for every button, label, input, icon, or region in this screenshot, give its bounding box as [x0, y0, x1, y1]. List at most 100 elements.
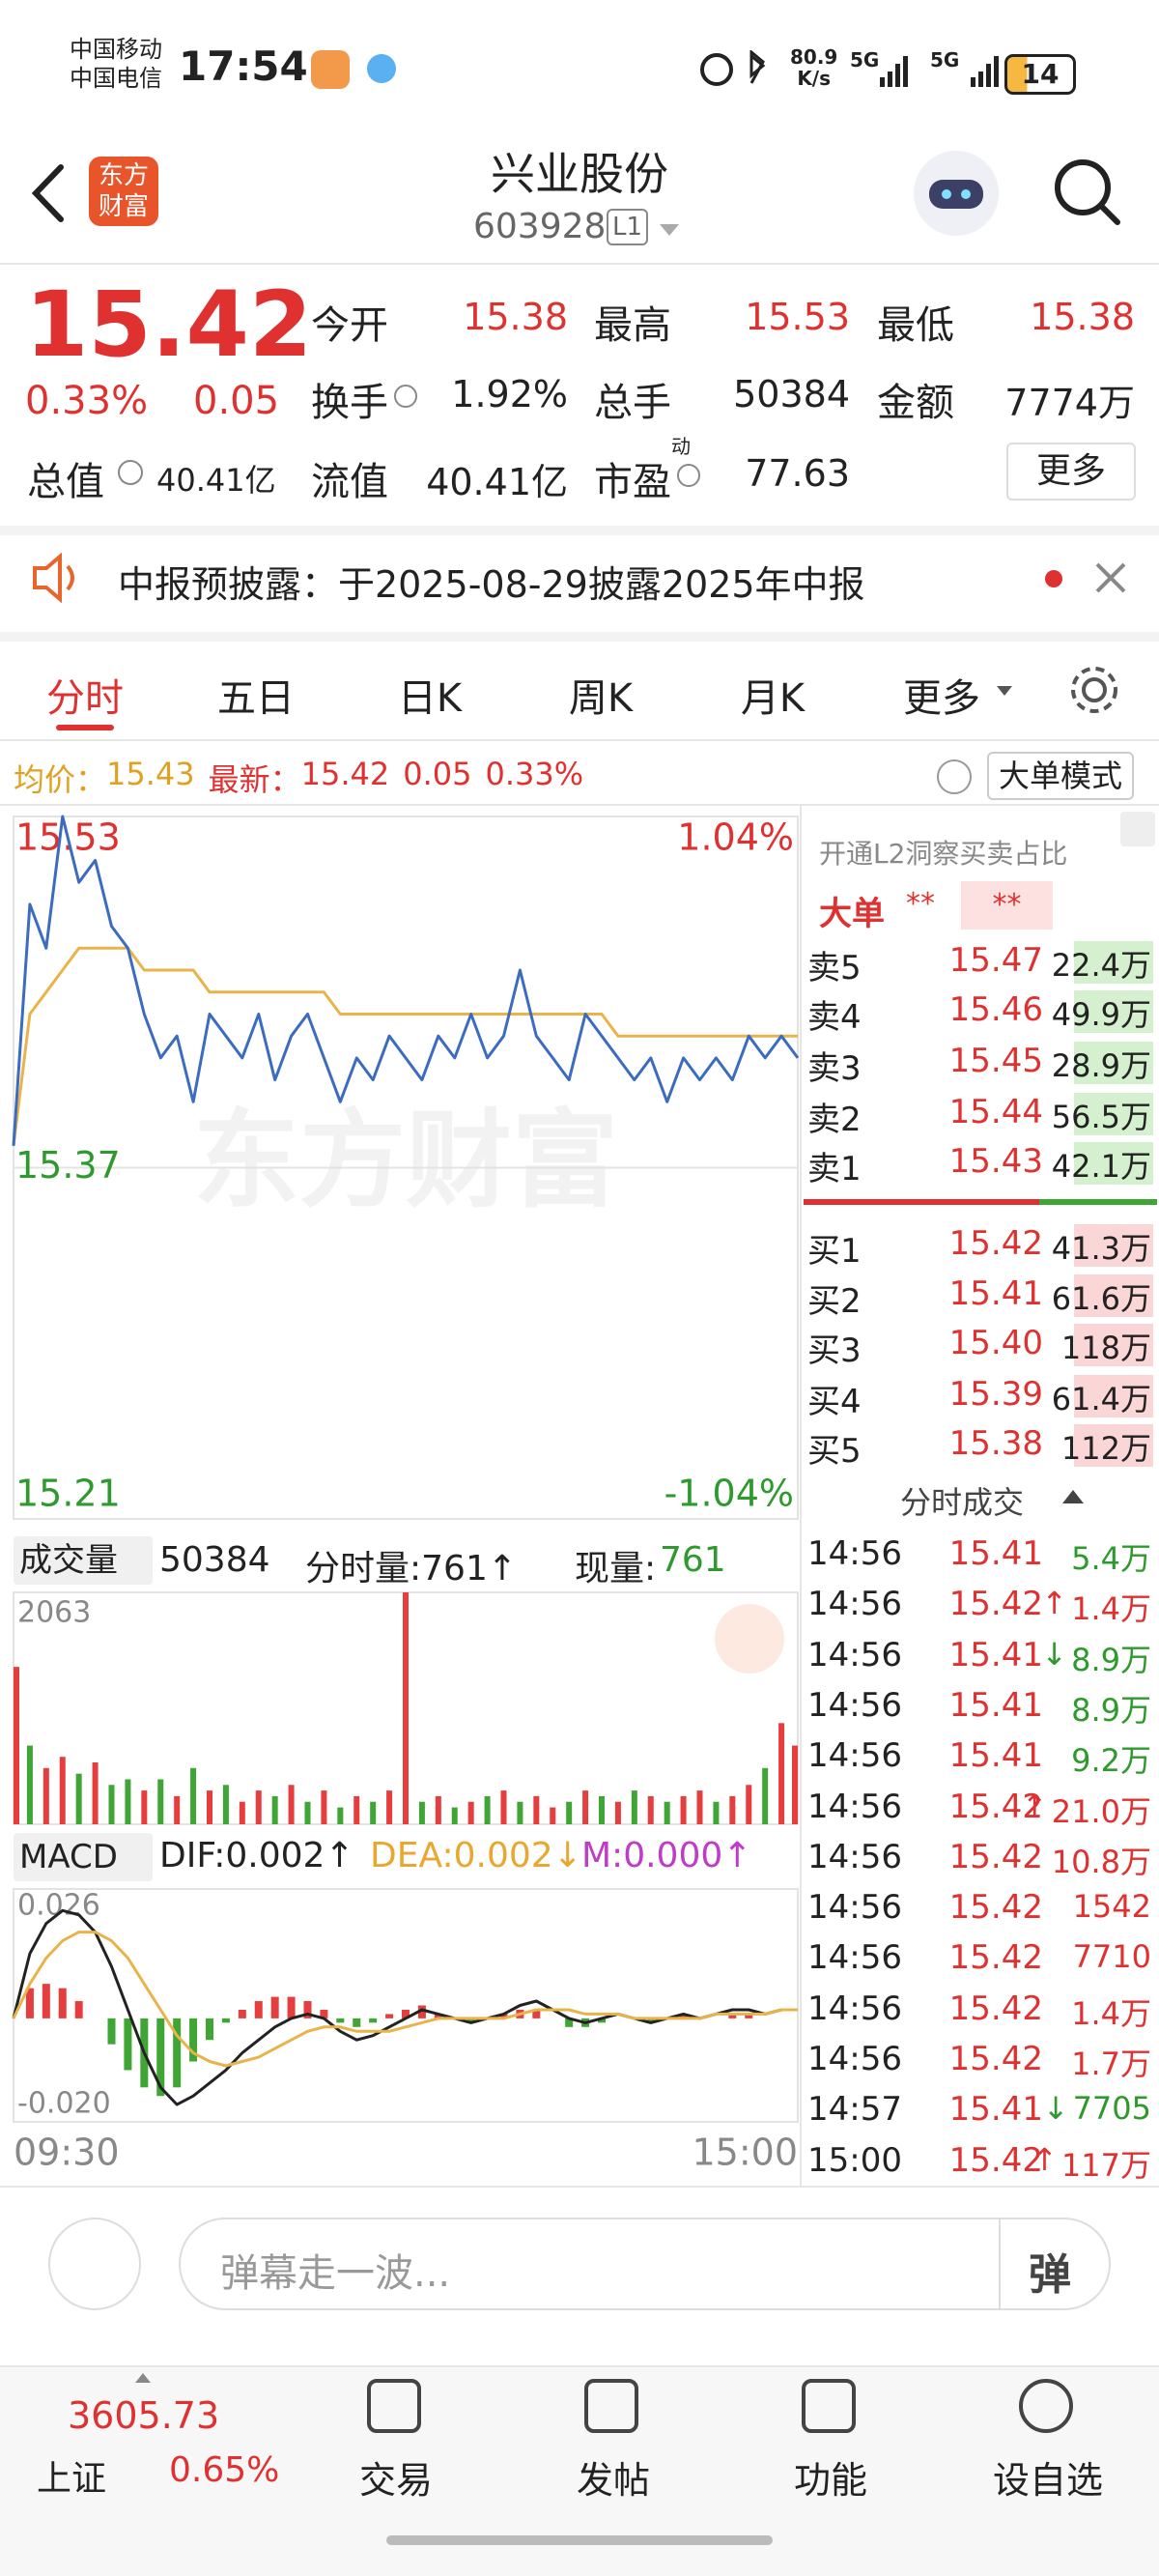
nav-icon[interactable]	[1019, 2379, 1073, 2433]
macd-bar	[516, 2009, 524, 2018]
info-icon[interactable]	[118, 460, 143, 485]
latest-change: 0.05	[403, 756, 472, 792]
trade-time: 14:56	[807, 1736, 902, 1776]
divider	[0, 2186, 1159, 2188]
volume-bar	[746, 1785, 752, 1824]
macd-bar	[417, 2005, 426, 2018]
info-icon[interactable]	[677, 464, 700, 487]
trade-arrow: ↓	[1041, 1635, 1068, 1673]
macd-bar	[581, 2018, 590, 2027]
volume-bar	[729, 1795, 736, 1824]
y-tick-label: 15.53	[15, 816, 121, 859]
tab-indicator	[56, 725, 114, 730]
nav-label[interactable]: 交易	[358, 2459, 433, 2502]
comment-input[interactable]	[179, 2218, 1111, 2310]
volume-bar	[386, 1790, 393, 1824]
volume-selector[interactable]: 成交量	[14, 1536, 153, 1585]
total-value-label: 总值	[27, 460, 104, 504]
settings-button[interactable]	[1067, 663, 1121, 717]
network: 5G	[850, 48, 880, 72]
separator	[0, 632, 1159, 642]
book-label: 买5	[807, 1432, 862, 1471]
trade-time: 14:56	[807, 1585, 902, 1624]
book-volume: 22.4万	[1051, 947, 1151, 984]
y-tick-label: 15.21	[15, 1473, 121, 1515]
logo: 东方 财富	[89, 157, 158, 226]
book-volume: 61.6万	[1051, 1280, 1151, 1317]
volume-bar	[680, 1795, 687, 1824]
nav-icon[interactable]	[802, 2379, 856, 2433]
l2-promo[interactable]: 开通L2洞察买卖占比	[819, 838, 1068, 870]
book-price: 15.44	[948, 1093, 1043, 1131]
trade-volume: 7710	[1072, 1938, 1151, 1976]
trade-arrow: ↑	[1041, 1585, 1068, 1622]
stat-label: 今开	[311, 303, 388, 348]
trade-price: 15.41	[948, 2090, 1043, 2130]
trade-time: 14:56	[807, 1787, 902, 1826]
divider	[999, 2219, 1001, 2308]
book-volume: 49.9万	[1051, 996, 1151, 1033]
index-change[interactable]: 0.65%	[169, 2450, 280, 2490]
volume-bar	[14, 1667, 19, 1824]
nav-label[interactable]: 设自选	[992, 2459, 1103, 2502]
volume-bar	[664, 1801, 670, 1824]
back-button[interactable]	[24, 159, 72, 227]
trade-price: 15.41	[948, 1635, 1043, 1674]
carrier: 中国移动 中国电信	[70, 35, 162, 93]
macd-bar	[140, 2018, 149, 2088]
help-icon[interactable]	[937, 759, 972, 794]
indicator-selector[interactable]: MACD	[14, 1833, 153, 1881]
logo-line: 东方	[98, 161, 149, 190]
info-icon[interactable]	[394, 385, 417, 408]
close-promo[interactable]	[1120, 812, 1155, 846]
app-icon	[311, 50, 350, 89]
book-price: 15.40	[948, 1324, 1043, 1362]
avg-label: 均价：	[14, 761, 107, 798]
nav-label[interactable]: 发帖	[576, 2459, 650, 2502]
chart-frame	[13, 1591, 799, 1825]
index-value[interactable]: 3605.73	[68, 2394, 220, 2437]
stock-code: 603928	[473, 207, 607, 246]
volume-bar	[403, 1592, 409, 1824]
separator	[0, 526, 1159, 535]
tab[interactable]: 周K	[568, 676, 634, 721]
sort-arrow	[1062, 1490, 1084, 1503]
stat-label: 总手	[594, 381, 671, 425]
macd-bar	[598, 2018, 606, 2023]
volume-bar	[631, 1790, 637, 1824]
index-name[interactable]: 上证	[37, 2459, 107, 2499]
tab[interactable]: 月K	[740, 676, 806, 721]
stat-value: 1.92%	[451, 373, 568, 415]
book-price: 15.41	[948, 1274, 1043, 1313]
level-badge: L1	[607, 209, 649, 245]
battery: 14	[1004, 54, 1076, 95]
tab[interactable]: 日K	[397, 676, 463, 721]
tab[interactable]: 五日	[217, 676, 295, 721]
dropdown-arrow[interactable]	[660, 224, 679, 236]
macd-bar	[532, 2009, 541, 2018]
mode-button[interactable]: 大单模式	[987, 752, 1135, 800]
comment-list-button[interactable]	[48, 2218, 141, 2310]
latest-price: 15.42	[300, 756, 390, 792]
more-button[interactable]: 更多	[1006, 443, 1136, 501]
nav-label[interactable]: 功能	[793, 2459, 867, 2502]
search-button[interactable]	[1048, 153, 1125, 230]
tab[interactable]: 更多	[903, 676, 980, 721]
nav-icon[interactable]	[367, 2379, 421, 2433]
macd-bar	[369, 2018, 378, 2023]
tab[interactable]: 分时	[46, 676, 124, 721]
trades-title[interactable]: 分时成交	[900, 1484, 1025, 1521]
nav-icon[interactable]	[584, 2379, 638, 2433]
trade-volume: 21.0万	[1051, 1792, 1151, 1830]
volume-bar	[353, 1795, 360, 1824]
assistant-avatar[interactable]	[908, 145, 1004, 242]
stat-label: 市盈	[594, 460, 671, 504]
barrage-button[interactable]: 弹	[1029, 2250, 1071, 2300]
expand-button[interactable]	[715, 1604, 784, 1674]
volume-bar	[304, 1801, 311, 1824]
close-notice[interactable]	[1093, 560, 1128, 595]
notice-text[interactable]: 中报预披露：于2025-08-29披露2025年中报	[118, 563, 865, 606]
book-price: 15.47	[948, 941, 1043, 980]
dropdown-arrow	[997, 686, 1012, 696]
